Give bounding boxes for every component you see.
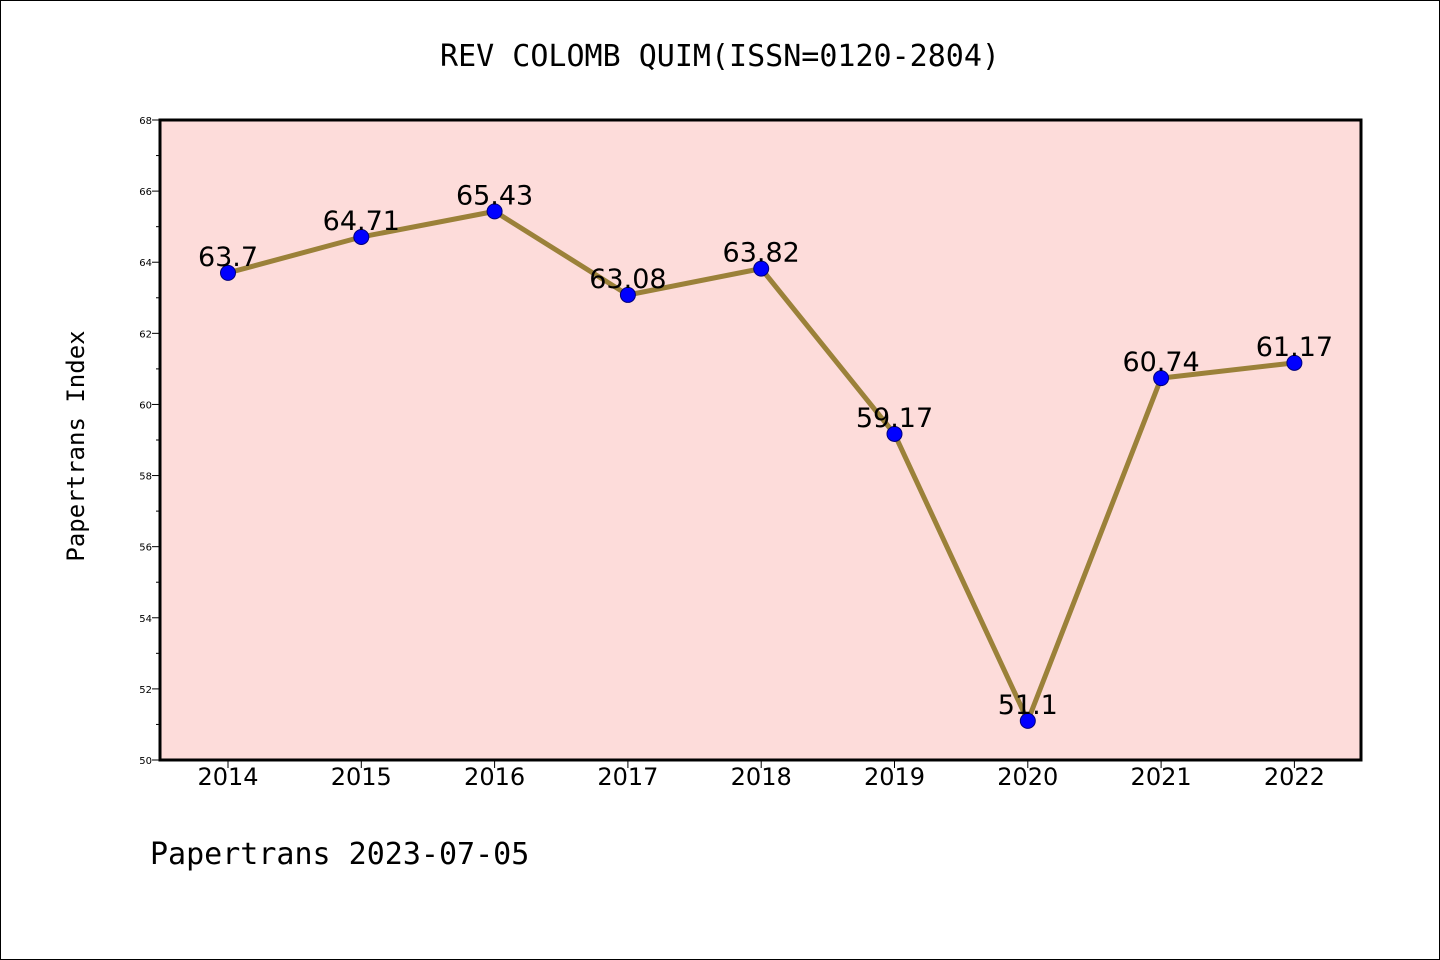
data-label: 60.74: [1122, 347, 1199, 378]
x-tick-label: 2015: [331, 763, 392, 791]
x-tick-label: 2018: [731, 763, 792, 791]
data-point: [753, 260, 770, 277]
plot-border: [158, 118, 1363, 762]
data-point: [1286, 354, 1303, 371]
y-axis-label: Papertrans Index: [62, 330, 90, 561]
data-point: [1019, 712, 1036, 729]
data-point: [886, 425, 903, 442]
data-label: 61.17: [1256, 332, 1333, 363]
y-tick-label: 58: [139, 472, 152, 483]
y-tick-label: 66: [139, 187, 152, 198]
y-tick-label: 68: [139, 116, 152, 127]
y-tick-label: 60: [139, 400, 152, 411]
x-tick-label: 2019: [864, 763, 925, 791]
data-label: 63.7: [198, 242, 258, 273]
data-label: 59.17: [856, 403, 933, 434]
y-tick-label: 54: [139, 614, 152, 625]
y-tick-label: 62: [139, 329, 152, 340]
x-tick-label: 2022: [1264, 763, 1325, 791]
footer-text: Papertrans 2023-07-05: [150, 837, 529, 872]
data-label: 51.1: [998, 690, 1058, 721]
x-tick-label: 2021: [1131, 763, 1192, 791]
y-tick-label: 50: [139, 756, 152, 767]
data-point: [353, 228, 370, 245]
data-label: 65.43: [456, 180, 533, 211]
x-axis: 2014 2015 2016 2017 2018 2019 2020 2021 2022: [197, 760, 1325, 791]
data-point: [619, 286, 636, 303]
plot-area: [160, 120, 1361, 760]
series-group: 63.7 64.71 65.43 63.08 63.82 59.17 51.1 60.74 61…: [198, 180, 1333, 729]
x-tick-label: 2016: [464, 763, 525, 791]
data-point: [220, 264, 236, 281]
x-tick-label: 2014: [197, 763, 258, 791]
data-point: [1153, 370, 1170, 387]
data-point: [486, 203, 503, 220]
x-tick-label: 2020: [997, 763, 1058, 791]
y-tick-label: 64: [139, 258, 152, 269]
x-tick-label: 2017: [597, 763, 658, 791]
y-tick-label: 52: [139, 685, 152, 696]
y-axis: 50 52 54 56 58 60 62 64 66 68: [139, 116, 160, 767]
data-label: 64.71: [323, 206, 400, 237]
chart-title: REV COLOMB QUIM(ISSN=0120-2804): [440, 39, 1000, 74]
data-label: 63.08: [589, 264, 666, 295]
data-label: 63.82: [723, 238, 800, 269]
y-tick-label: 56: [139, 543, 152, 554]
